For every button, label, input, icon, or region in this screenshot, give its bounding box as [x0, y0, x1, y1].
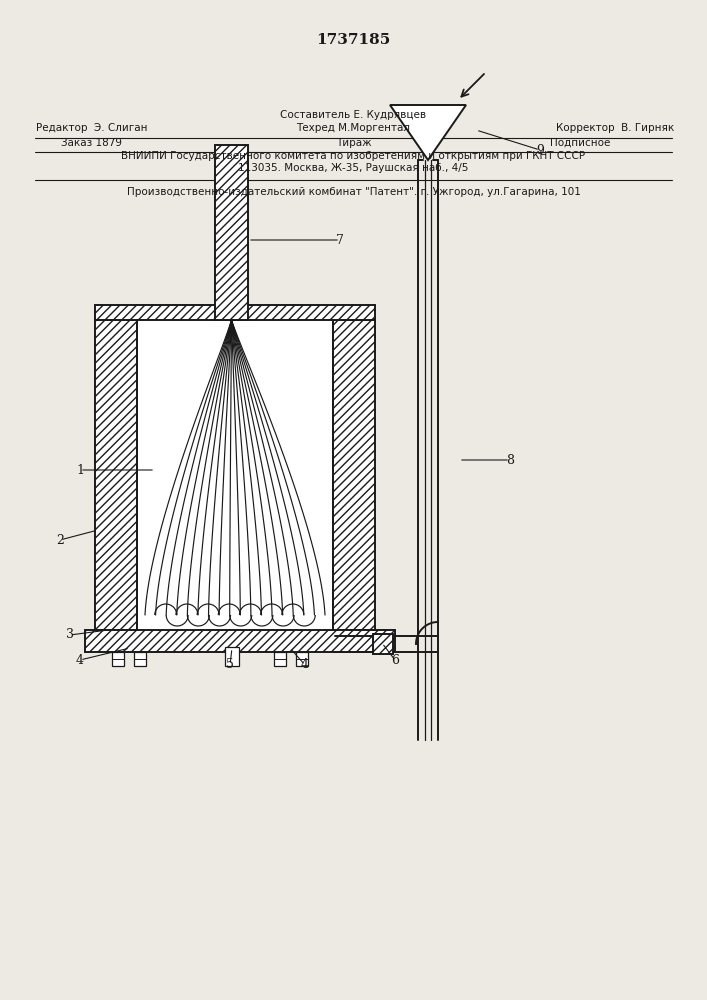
Polygon shape: [390, 105, 466, 160]
Text: 5: 5: [226, 658, 234, 672]
Text: 6: 6: [391, 654, 399, 666]
Text: Производственно-издательский комбинат "Патент". г. Ужгород, ул.Гагарина, 101: Производственно-издательский комбинат "П…: [127, 187, 580, 197]
Bar: [137, 320, 333, 630]
Bar: [274, 652, 286, 666]
Bar: [333, 320, 375, 630]
Bar: [296, 652, 308, 666]
Text: 7: 7: [336, 233, 344, 246]
Bar: [215, 145, 248, 320]
Bar: [134, 652, 146, 666]
Text: 2: 2: [56, 534, 64, 546]
Text: 8: 8: [506, 454, 514, 466]
Text: 3: 3: [66, 629, 74, 642]
Text: Техред М.Моргентал: Техред М.Моргентал: [296, 123, 411, 133]
Bar: [85, 630, 395, 652]
Text: Корректор  В. Гирняк: Корректор В. Гирняк: [556, 123, 674, 133]
Text: 4: 4: [301, 658, 309, 672]
Text: 113035. Москва, Ж-35, Раушская наб., 4/5: 113035. Москва, Ж-35, Раушская наб., 4/5: [238, 163, 469, 173]
Text: 9: 9: [536, 143, 544, 156]
Bar: [95, 305, 375, 320]
Text: Составитель Е. Кудрявцев: Составитель Е. Кудрявцев: [281, 110, 426, 120]
Text: 4: 4: [76, 654, 84, 666]
Text: ВНИИПИ Государственного комитета по изобретениям и открытиям при ГКНТ СССР: ВНИИПИ Государственного комитета по изоб…: [122, 151, 585, 161]
Bar: [373, 634, 393, 654]
Text: 1737185: 1737185: [316, 33, 390, 47]
Bar: [112, 652, 124, 666]
Text: 1: 1: [76, 464, 84, 477]
Text: Заказ 1879: Заказ 1879: [62, 138, 122, 148]
Text: Тираж: Тираж: [336, 138, 371, 148]
Bar: [95, 320, 137, 630]
Bar: [225, 647, 239, 666]
Text: Редактор  Э. Слиган: Редактор Э. Слиган: [36, 123, 148, 133]
Text: Подписное: Подписное: [549, 138, 610, 148]
Bar: [137, 320, 333, 630]
